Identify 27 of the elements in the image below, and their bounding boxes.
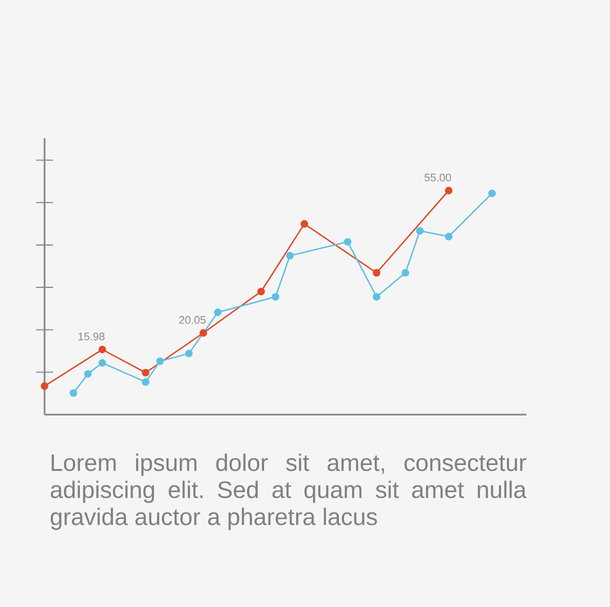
point [257, 288, 265, 296]
point [214, 308, 222, 316]
point [272, 292, 280, 301]
point [444, 232, 453, 240]
point [98, 358, 106, 367]
point [444, 186, 453, 194]
point [402, 268, 410, 276]
point [200, 329, 208, 337]
point [70, 389, 78, 397]
point [344, 238, 352, 246]
data-label: 15.98 [78, 332, 105, 340]
point [142, 368, 150, 376]
point [98, 346, 106, 354]
point [372, 268, 380, 276]
point [156, 357, 164, 365]
data-label: 20.05 [179, 316, 206, 324]
point [488, 189, 496, 198]
point [286, 252, 294, 260]
point [185, 350, 193, 358]
point [300, 220, 308, 228]
data-label: 55.00 [424, 174, 451, 182]
point [40, 382, 48, 390]
point [416, 226, 424, 235]
point [142, 378, 150, 386]
point [372, 292, 380, 301]
text: Lorem ipsum dolor sit amet, consectetur adipiscing elit. Sed at quam sit amet nulla gravida auctor a pharetra lacus [50, 454, 526, 530]
point [84, 370, 92, 378]
